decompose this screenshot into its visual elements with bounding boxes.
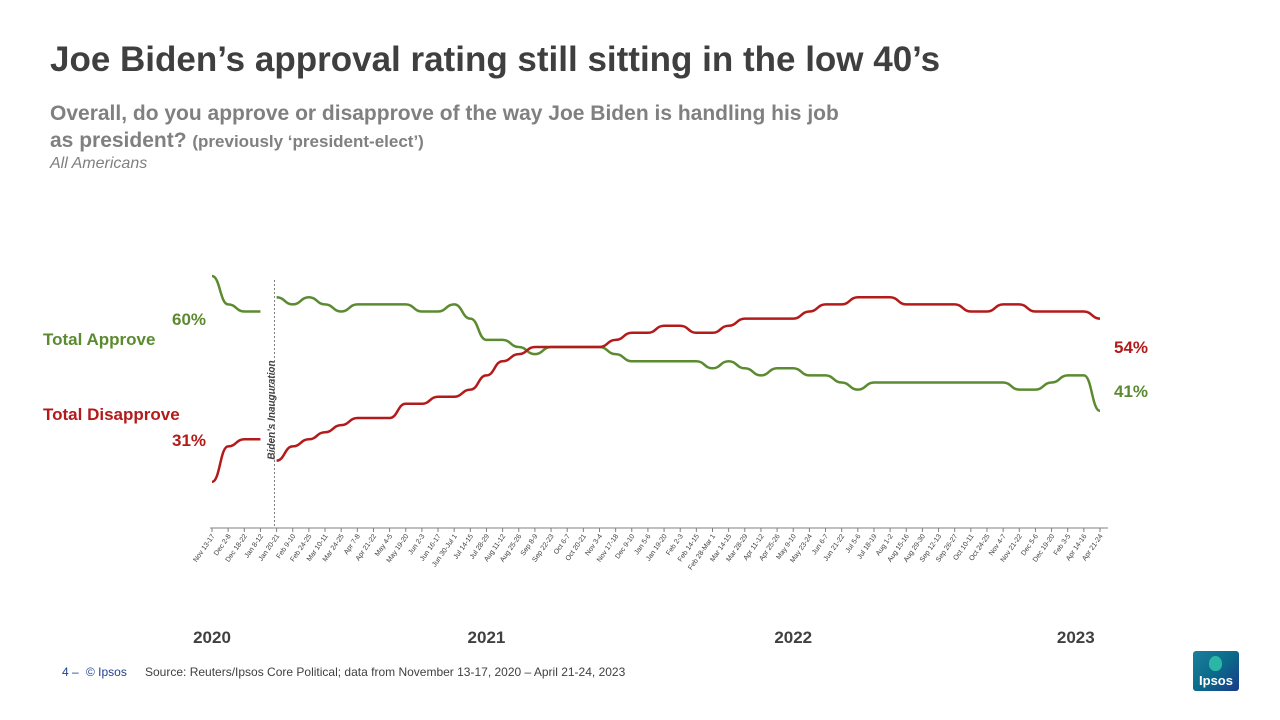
question-note: (previously ‘president-elect’) xyxy=(192,132,424,151)
page-number-dash: ‒ xyxy=(72,665,79,679)
disapprove-end-value: 54% xyxy=(1114,338,1148,357)
approve-end-value: 41% xyxy=(1114,382,1148,401)
page-number-value: 4 xyxy=(62,665,69,679)
approve-legend-label: Total Approve xyxy=(43,330,155,349)
series-lines xyxy=(211,274,1101,484)
x-tick-label: Nov 13-17 xyxy=(192,533,216,564)
question-line-2-text: as president? xyxy=(50,129,187,152)
inauguration-annotation: Biden’s Inauguration xyxy=(267,280,278,528)
question-line-2: as president? (previously ‘president-ele… xyxy=(50,129,424,153)
copyright: © Ipsos xyxy=(86,665,127,679)
disapprove-start-value: 31% xyxy=(172,431,206,450)
year-label-2022: 2022 xyxy=(774,628,812,647)
disapprove-legend-label: Total Disapprove xyxy=(43,405,180,424)
ipsos-logo: Ipsos xyxy=(1193,651,1239,691)
page-number: 4 ‒ xyxy=(62,665,79,679)
disapprove-line-segment-2 xyxy=(276,296,1101,462)
question-line-1: Overall, do you approve or disapprove of… xyxy=(50,102,839,125)
year-label-2020: 2020 xyxy=(193,628,231,647)
series-labels: Total Approve 60% 41% Total Disapprove 3… xyxy=(43,310,1148,450)
disapprove-line-segment-1 xyxy=(211,438,261,484)
inauguration-label: Biden’s Inauguration xyxy=(267,360,278,459)
year-label-2023: 2023 xyxy=(1057,628,1095,647)
logo-text: Ipsos xyxy=(1199,673,1233,688)
year-label-2021: 2021 xyxy=(468,628,506,647)
population-label: All Americans xyxy=(50,155,148,172)
page-title: Joe Biden’s approval rating still sittin… xyxy=(50,40,941,79)
approve-line-segment-1 xyxy=(211,274,261,313)
approve-line-segment-2 xyxy=(276,296,1101,413)
year-labels: 2020 2021 2022 2023 xyxy=(193,628,1095,647)
logo-mark-icon xyxy=(1209,656,1222,671)
approve-start-value: 60% xyxy=(172,310,206,329)
source-note: Source: Reuters/Ipsos Core Political; da… xyxy=(145,665,626,679)
